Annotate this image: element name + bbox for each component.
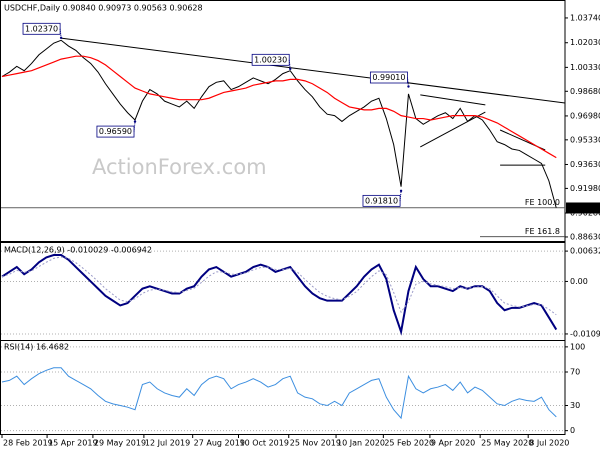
annotation-label: 0.99010 [372,73,405,82]
y-tick-label: 0.006321 [570,247,600,256]
annotation-label: 0.91810 [365,196,398,205]
annotation-leader [288,59,291,69]
x-tick-label: 10 Jan 2020 [337,439,385,448]
price-panel-frame [0,0,566,242]
x-tick-label: 25 Nov 2019 [290,439,341,448]
rsi-panel-frame [0,340,566,435]
y-tick-label: -0.010939 [570,329,600,338]
annotation-leader [133,121,136,132]
annotation-label: 0.96590 [99,127,132,136]
annotation-label: 1.02370 [25,24,58,33]
annotation-point [133,120,137,123]
trendline [420,94,486,106]
fe-label: FE 161.8 [525,227,560,236]
x-tick-label: 29 May 2019 [94,439,146,448]
x-tick-label: 8 Jul 2020 [529,439,569,448]
trendline [420,111,486,148]
series-line [1,256,557,316]
y-tick-label: 1.03740 [570,13,600,22]
annotation-leader [406,77,409,87]
annotation-label: 1.00230 [254,55,287,64]
annotation-box [22,22,61,35]
last-price-box [566,202,600,214]
x-tick-label: 25 Feb 2020 [384,439,434,448]
panel-title: USDCHF,Daily 0.90840 0.90973 0.90563 0.9… [4,4,203,13]
annotation-point [59,36,63,40]
fe-label: FE 100.0 [525,198,560,207]
annotation-leader [399,190,402,201]
y-tick-label: 0.88630 [570,232,600,241]
series-line [1,39,557,209]
watermark: ActionForex.com [92,155,267,179]
annotation-leader [59,28,62,38]
trendline [59,37,566,104]
y-tick-label: 0.98680 [570,87,600,96]
y-tick-label: 70 [570,368,580,377]
y-tick-label: 0 [570,426,575,435]
y-tick-label: 30 [570,401,580,410]
panel-title: RSI(14) 16.4682 [4,343,69,352]
annotation-point [399,189,403,193]
last-price-label: 0.90628 [569,203,600,212]
annotation-point [407,85,410,88]
annotation-point [289,67,292,71]
x-tick-label: 9 Apr 2020 [431,439,475,448]
series-line [1,367,557,420]
y-tick-label: 0.91980 [570,184,600,193]
series-line [1,254,558,336]
series-line [1,55,557,159]
y-tick-label: 0.93630 [570,160,600,169]
y-tick-label: 1.00330 [570,63,600,72]
x-tick-label: 28 Feb 2019 [3,439,53,448]
x-tick-label: 12 Jul 2019 [145,439,190,448]
y-tick-label: 0.95330 [570,135,600,144]
y-tick-label: 1.02030 [570,38,600,47]
y-tick-label: 0.96980 [570,111,600,120]
y-tick-label: 0.00 [570,277,588,286]
x-tick-label: 10 Oct 2019 [239,439,288,448]
x-tick-label: 27 Aug 2019 [194,439,245,448]
y-tick-label: 100 [570,342,585,351]
panel-title: MACD(12,26,9) -0.010029 -0.006942 [4,246,152,255]
x-tick-label: 15 Apr 2019 [48,439,97,448]
x-tick-label: 25 May 2020 [481,439,533,448]
